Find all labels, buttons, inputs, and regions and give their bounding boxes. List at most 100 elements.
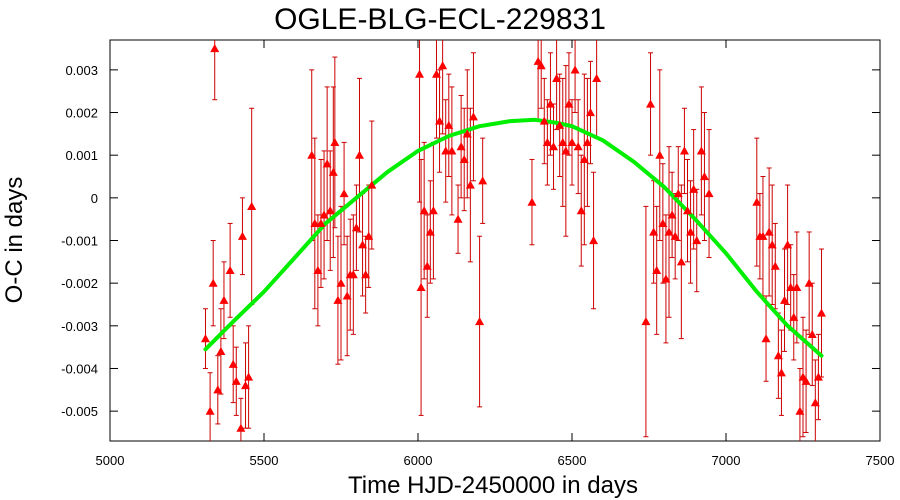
data-point <box>646 99 656 108</box>
data-point <box>786 282 796 292</box>
x-tick-label: 6000 <box>404 453 433 468</box>
data-point <box>582 137 592 146</box>
data-point <box>465 180 475 189</box>
data-point <box>208 278 218 287</box>
y-tick-label: 0.001 <box>65 148 98 163</box>
data-point <box>795 406 805 415</box>
data-point <box>664 227 674 236</box>
data-point <box>776 368 786 377</box>
data-point <box>807 329 817 338</box>
data-point <box>216 346 226 356</box>
data-point <box>447 146 457 155</box>
data-point <box>336 278 346 287</box>
data-point <box>689 184 699 193</box>
data-point <box>576 206 586 215</box>
data-point <box>219 295 229 304</box>
data-point <box>767 240 777 249</box>
data-point <box>444 120 454 129</box>
x-tick-label: 5000 <box>96 453 125 468</box>
data-point <box>699 172 709 181</box>
data-point <box>692 236 702 245</box>
data-point <box>773 351 783 360</box>
data-point <box>231 376 241 385</box>
data-point <box>348 270 358 279</box>
data-point <box>770 261 780 270</box>
data-point <box>804 278 814 287</box>
data-point <box>330 137 340 146</box>
data-point <box>542 137 552 146</box>
data-point <box>422 261 432 270</box>
y-tick-label: 0.003 <box>65 63 98 78</box>
y-axis-label: O-C in days <box>1 177 28 304</box>
data-point <box>438 61 448 70</box>
data-point <box>462 129 472 138</box>
data-point <box>441 146 451 155</box>
data-point <box>200 334 210 343</box>
data-point <box>592 73 602 82</box>
data-point <box>247 201 257 210</box>
data-point <box>589 236 599 245</box>
data-point <box>552 73 562 82</box>
data-point <box>415 69 425 78</box>
data-point <box>539 116 549 125</box>
data-point <box>459 154 469 164</box>
chart-title: OGLE-BLG-ECL-229831 <box>274 3 606 36</box>
data-point <box>549 142 559 151</box>
data-point <box>475 317 485 326</box>
data-point <box>468 112 478 121</box>
data-point <box>570 65 580 74</box>
data-point <box>686 227 696 236</box>
data-point <box>351 223 361 232</box>
data-point <box>431 69 441 78</box>
data-point <box>813 372 823 381</box>
data-point <box>816 308 826 317</box>
data-point <box>478 176 488 185</box>
fit-curve <box>203 117 824 358</box>
data-point <box>228 359 238 368</box>
data-point <box>225 265 235 274</box>
data-point <box>679 146 689 155</box>
data-point <box>213 385 223 394</box>
data-point <box>307 150 317 159</box>
data-point <box>579 154 589 164</box>
data-point <box>328 167 338 176</box>
data-point <box>573 142 583 151</box>
data-point <box>676 257 686 266</box>
data-point <box>435 116 445 125</box>
plot-area: 5000 5500 6000 6500 7000 7500 -0.005 -0.004 -0.0… <box>61 39 895 468</box>
data-point <box>585 108 595 117</box>
data-point <box>658 218 668 228</box>
data-point <box>652 265 662 274</box>
data-point <box>339 189 349 198</box>
x-tick-label: 7000 <box>712 453 741 468</box>
data-point <box>237 231 247 240</box>
data-point <box>564 99 574 108</box>
data-point <box>358 240 368 249</box>
y-tick-label: -0.004 <box>61 361 98 376</box>
data-point <box>364 231 374 240</box>
data-point <box>325 206 335 215</box>
data-point <box>205 406 215 415</box>
data-point <box>792 282 802 292</box>
data-point <box>567 137 577 146</box>
data-point <box>354 150 364 159</box>
data-point <box>761 334 771 343</box>
x-axis-label: Time HJD-2450000 in days <box>348 472 638 499</box>
data-point <box>667 210 677 219</box>
y-tick-label: -0.005 <box>61 404 98 419</box>
y-tick-label: -0.001 <box>61 234 98 249</box>
data-point <box>655 150 665 159</box>
data-point <box>670 231 680 240</box>
data-point <box>453 214 463 223</box>
data-point <box>696 146 706 155</box>
data-point <box>367 180 377 189</box>
data-point <box>419 206 429 215</box>
y-tick-label: -0.003 <box>61 319 98 334</box>
x-tick-label: 5500 <box>250 453 279 468</box>
x-tick-label: 7500 <box>866 453 895 468</box>
x-tick-label: 6500 <box>558 453 587 468</box>
data-point <box>683 206 692 215</box>
data-point <box>310 218 320 228</box>
data-point <box>810 398 820 407</box>
